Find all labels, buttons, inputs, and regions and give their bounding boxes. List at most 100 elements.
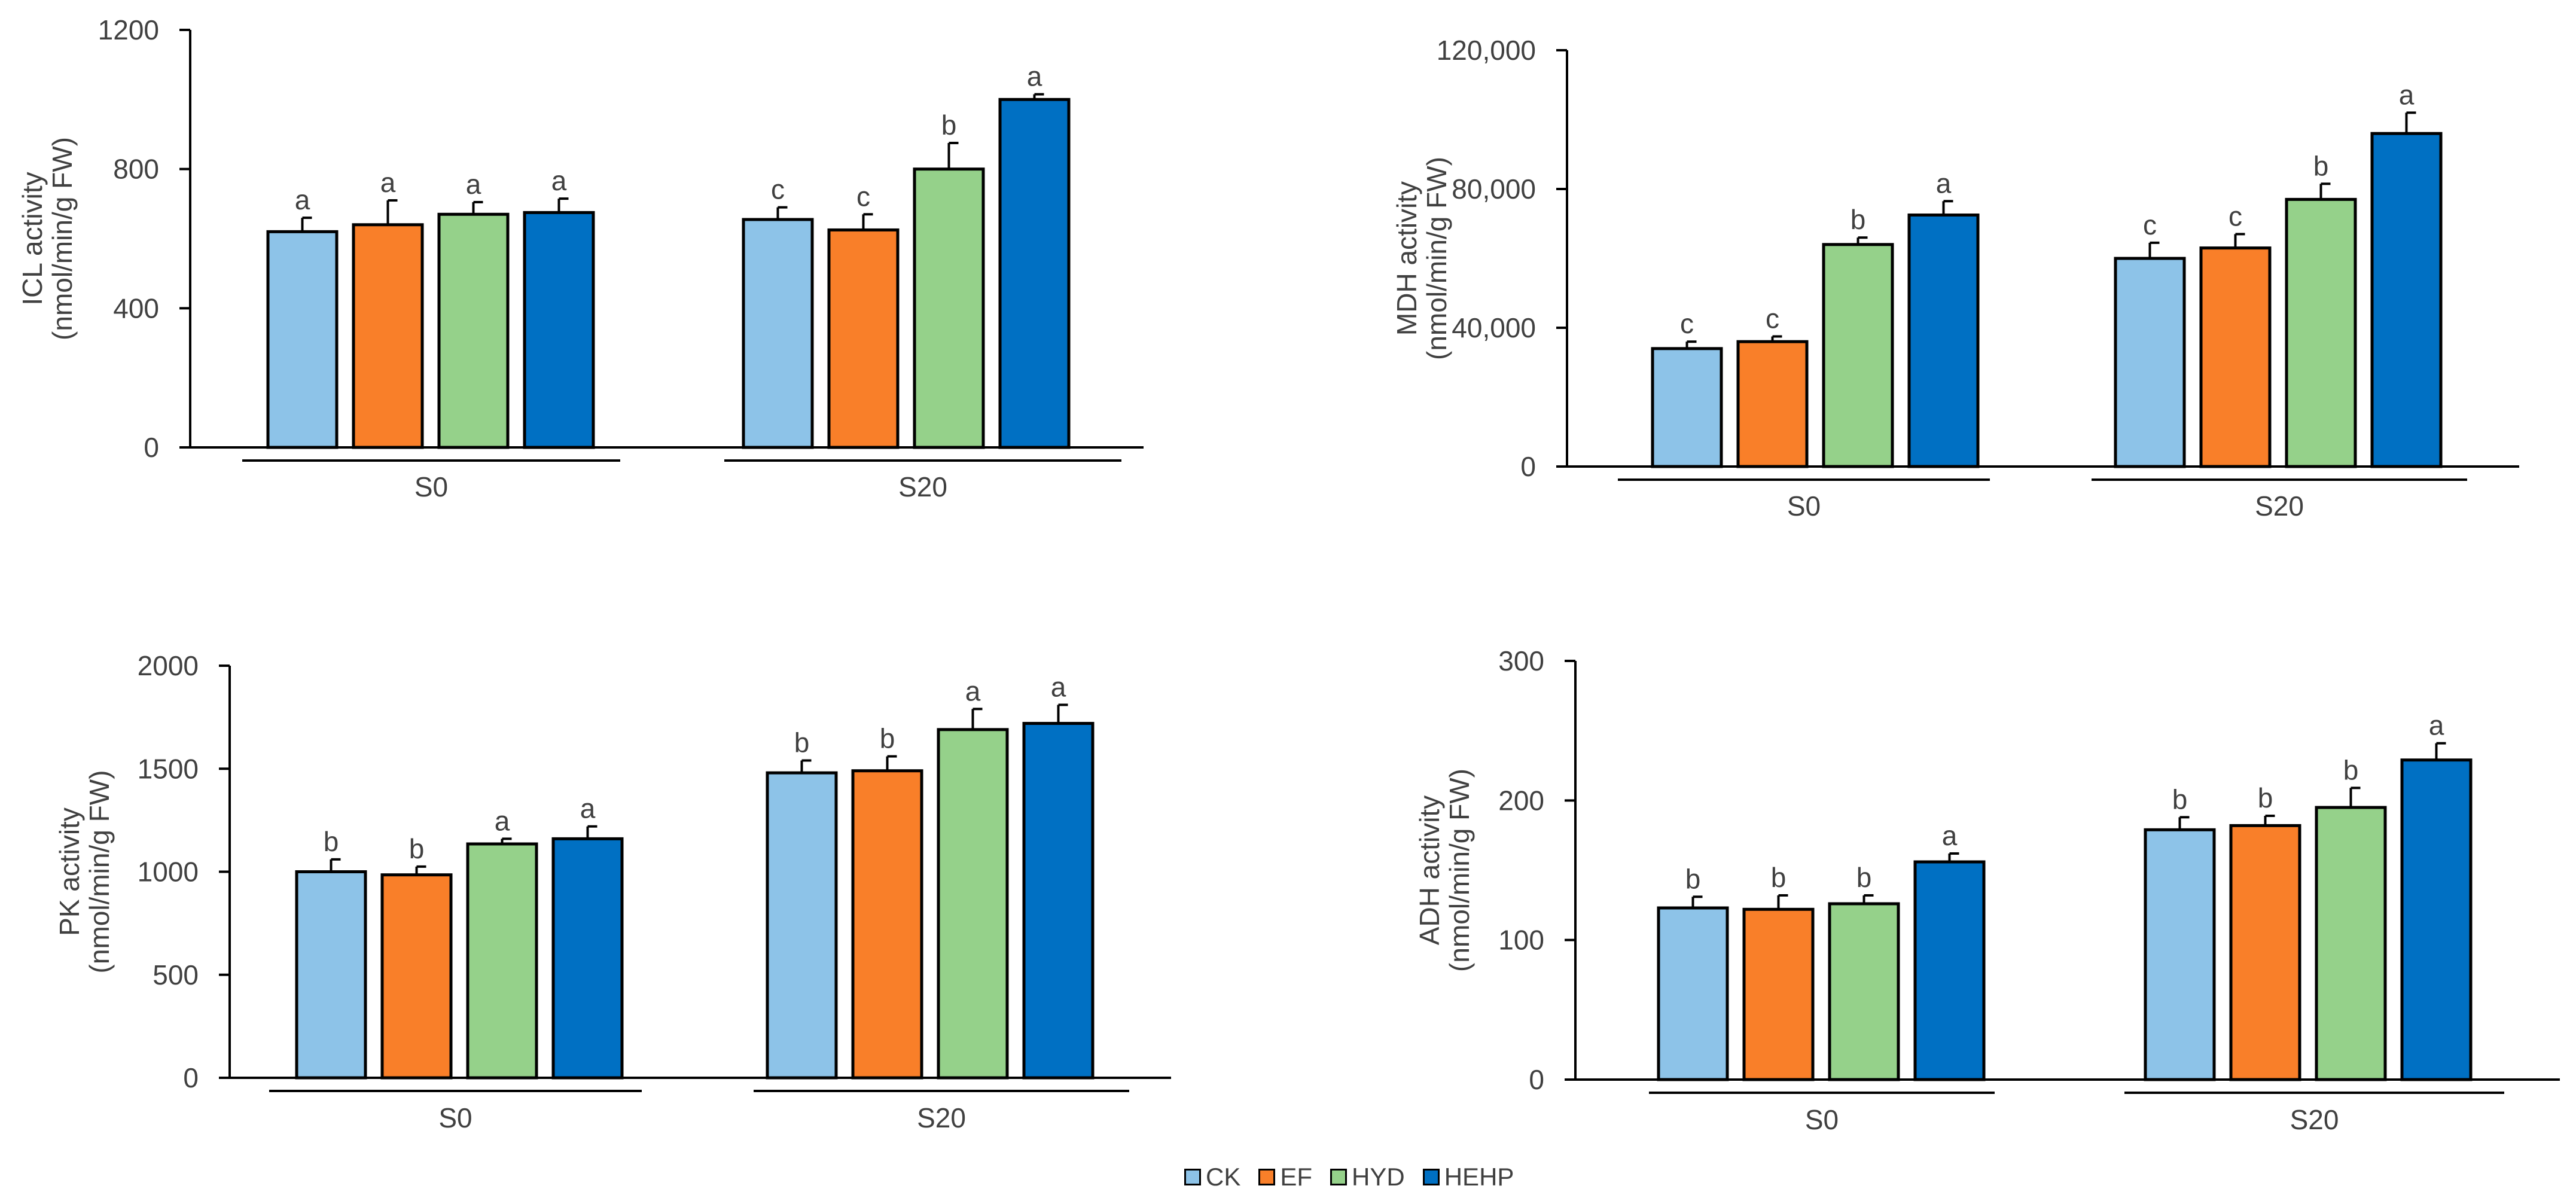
panel-2-bar-hehp-s0 <box>1907 214 1980 468</box>
legend-swatch-hyd <box>1330 1169 1348 1185</box>
panel-2-y-axis-label: MDH activity(nmol/min/g FW) <box>1391 157 1452 360</box>
panel-4-bar-hehp-s0 <box>1913 860 1986 1081</box>
panel-3-bar-ck-s20 <box>766 771 838 1080</box>
panel-1-y-tick-label: 400 <box>113 292 159 324</box>
panel-1-significance-letter: c <box>771 174 785 205</box>
panel-1-bar-hehp-s0 <box>523 211 595 449</box>
panel-3-significance-letter: b <box>794 727 810 758</box>
panel-2-bar-hehp-s20 <box>2370 132 2443 468</box>
panel-3-bar-ef-s20 <box>851 769 923 1080</box>
panel-4-x-category-label: S20 <box>2290 1104 2339 1135</box>
panel-2-y-axis-label-line: MDH activity <box>1391 181 1422 336</box>
legend-item-ef: EF <box>1258 1165 1312 1190</box>
panel-3-significance-letter: b <box>409 833 425 864</box>
panel-2-significance-letter: c <box>2229 200 2242 231</box>
panel-1-x-category-label: S0 <box>414 471 448 502</box>
panel-2-y-tick-label: 120,000 <box>1437 35 1536 66</box>
panel-2-bar-ef-s20 <box>2199 246 2272 468</box>
panel-1-y-axis-label-line: ICL activity <box>17 172 48 305</box>
panel-4-bar-hehp-s20 <box>2400 758 2473 1081</box>
panel-1-significance-letter: a <box>380 167 396 198</box>
panel-2-y-tick-label: 0 <box>1520 451 1536 482</box>
panel-4-bar-hyd-s20 <box>2315 806 2387 1081</box>
panel-1-bar-hyd-s0 <box>437 212 510 449</box>
panel-1-y-tick-label: 800 <box>113 154 159 185</box>
panel-1-significance-letter: a <box>1027 61 1042 92</box>
panel-1-bar-hyd-s20 <box>913 167 985 449</box>
panel-3-y-tick-label: 1500 <box>138 753 199 784</box>
legend-label-ef: EF <box>1280 1163 1313 1191</box>
panel-1-significance-letter: b <box>941 109 957 141</box>
panel-4-bar-hyd-s0 <box>1828 902 1900 1081</box>
panel-2-significance-letter: c <box>2143 209 2157 240</box>
panel-1-bar-ef-s0 <box>352 223 424 449</box>
panel-3-significance-letter: b <box>324 826 339 857</box>
panel-3-significance-letter: b <box>880 723 895 754</box>
panel-4-y-tick-label: 100 <box>1498 925 1544 956</box>
legend-item-ck: CK <box>1184 1165 1240 1190</box>
panel-2-bar-ck-s0 <box>1651 347 1723 468</box>
panel-4-significance-letter: a <box>1942 820 1958 851</box>
panel-2-significance-letter: c <box>1766 303 1779 334</box>
panel-1-y-axis-label: ICL activity(nmol/min/g FW) <box>17 137 78 340</box>
panel-4-significance-letter: b <box>2343 754 2359 785</box>
panel-4-y-axis-label-line: (nmol/min/g FW) <box>1444 769 1475 972</box>
panel-2-y-tick-label: 40,000 <box>1452 312 1536 343</box>
panel-4-y-axis-label: ADH activity(nmol/min/g FW) <box>1414 769 1475 972</box>
panel-3-significance-letter: a <box>965 675 981 706</box>
panel-2-bar-hyd-s20 <box>2285 197 2357 468</box>
panel-4-x-category-label: S0 <box>1805 1104 1839 1135</box>
panel-3-y-axis-label-line: PK activity <box>54 807 85 936</box>
panel-1-y-tick-label: 1200 <box>98 14 159 45</box>
panel-4-bar-ck-s20 <box>2144 828 2216 1081</box>
panel-3-y-tick-label: 1000 <box>138 856 199 888</box>
panel-3-y-axis-label-line: (nmol/min/g FW) <box>84 770 115 974</box>
panel-2-y-tick-label: 80,000 <box>1452 173 1536 205</box>
legend-swatch-hehp <box>1422 1169 1440 1185</box>
panel-3-x-category-label: S0 <box>438 1102 472 1133</box>
panel-2-y-axis-label-line: (nmol/min/g FW) <box>1421 157 1452 360</box>
chart-legend: CK EF HYD HEHP <box>1184 1159 1514 1195</box>
panel-2-significance-letter: b <box>1851 204 1866 235</box>
panel-4-significance-letter: b <box>2258 782 2273 813</box>
panel-2-significance-letter: c <box>1680 308 1694 339</box>
panel-3-significance-letter: a <box>495 805 510 836</box>
panel-3-bar-ck-s0 <box>295 870 367 1080</box>
legend-label-ck: CK <box>1206 1163 1241 1191</box>
panel-4-bar-ck-s0 <box>1657 906 1729 1081</box>
panel-1-significance-letter: a <box>295 184 310 215</box>
panel-3-significance-letter: a <box>1051 671 1066 702</box>
panel-1-y-tick-label: 0 <box>144 432 159 463</box>
panel-4-y-tick-label: 200 <box>1498 785 1544 816</box>
panel-4-bar-ef-s0 <box>1742 907 1815 1081</box>
panel-2-significance-letter: b <box>2313 150 2329 181</box>
legend-swatch-ef <box>1258 1169 1276 1185</box>
panel-4-y-tick-label: 0 <box>1529 1064 1544 1095</box>
panel-1-x-category-label: S20 <box>898 471 947 502</box>
legend-label-hehp: HEHP <box>1444 1163 1514 1191</box>
panel-3-bar-hyd-s20 <box>937 728 1009 1080</box>
panel-3-bar-hehp-s0 <box>551 837 624 1080</box>
panel-1-significance-letter: a <box>466 169 481 200</box>
legend-label-hyd: HYD <box>1352 1163 1405 1191</box>
legend-item-hyd: HYD <box>1330 1165 1405 1190</box>
panel-2-bar-ck-s20 <box>2114 257 2186 468</box>
panel-1-bar-ck-s20 <box>742 218 814 449</box>
panel-2-significance-letter: a <box>2399 79 2415 110</box>
panel-2-bar-ef-s0 <box>1736 340 1809 468</box>
legend-swatch-ck <box>1184 1169 1201 1185</box>
panel-4-significance-letter: b <box>1685 863 1701 894</box>
panel-4-significance-letter: a <box>2429 710 2444 741</box>
panel-3-bar-hehp-s20 <box>1022 721 1095 1080</box>
panel-2-significance-letter: a <box>1936 167 1952 199</box>
panel-3-x-category-label: S20 <box>917 1102 966 1133</box>
panel-1-significance-letter: a <box>551 165 567 196</box>
panel-1-significance-letter: c <box>856 181 870 212</box>
panel-3-significance-letter: a <box>580 793 596 824</box>
panel-2-x-category-label: S20 <box>2255 490 2304 522</box>
panel-4-significance-letter: b <box>1771 862 1787 893</box>
panel-3-bar-ef-s0 <box>380 873 453 1080</box>
panel-1-bar-ck-s0 <box>266 230 339 449</box>
panel-3-y-tick-label: 2000 <box>138 650 199 681</box>
